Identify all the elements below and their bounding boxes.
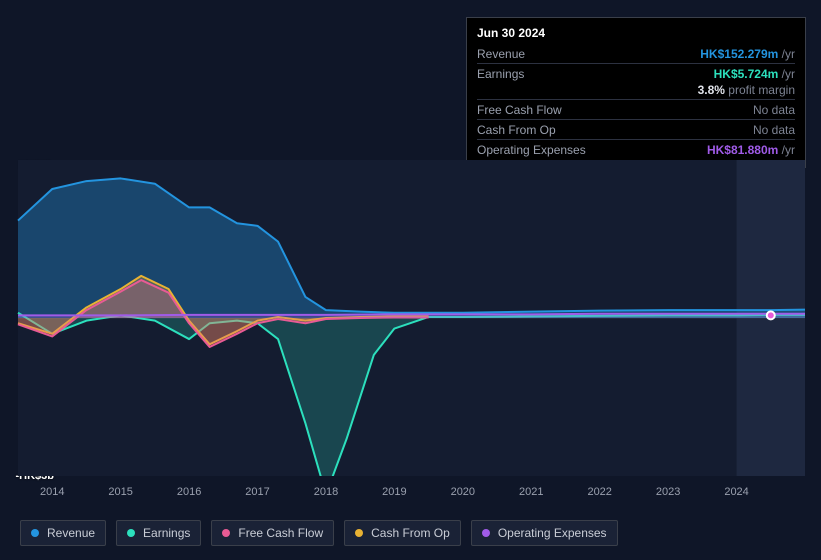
legend-label: Earnings [143,526,190,540]
legend-item-earnings[interactable]: Earnings [116,520,201,546]
legend-dot-icon [31,529,39,537]
tooltip-row-label: Revenue [477,47,525,61]
legend-dot-icon [355,529,363,537]
legend-dot-icon [222,529,230,537]
x-axis-tick-label: 2021 [519,486,543,498]
x-axis-labels: 2014 2015 2016 2017 2018 2019 2020 2021 2022 2023… [0,486,821,504]
x-axis-tick-label: 2017 [245,486,269,498]
legend-item-free_cash_flow[interactable]: Free Cash Flow [211,520,334,546]
tooltip-row: Free Cash Flow No data [477,99,795,119]
legend-item-operating_expenses[interactable]: Operating Expenses [471,520,618,546]
x-axis-tick-label: 2019 [382,486,406,498]
legend-label: Operating Expenses [498,526,607,540]
x-axis-tick-label: 2023 [656,486,680,498]
legend-dot-icon [127,529,135,537]
tooltip-row-value: No data [753,103,795,117]
tooltip-row-label: Free Cash Flow [477,103,562,117]
tooltip-note-row: 3.8% profit margin [477,83,795,99]
x-axis-tick-label: 2020 [451,486,475,498]
x-axis-tick-label: 2022 [587,486,611,498]
tooltip-date: Jun 30 2024 [477,26,795,40]
x-axis-tick-label: 2014 [40,486,64,498]
x-axis-tick-label: 2018 [314,486,338,498]
tooltip-row-value: No data [753,123,795,137]
legend-item-cash_from_op[interactable]: Cash From Op [344,520,461,546]
financials-area-chart-container: { "tooltip": { "position": { "left": 466… [0,0,821,560]
tooltip-row-value: HK$152.279m /yr [700,47,795,61]
x-axis-tick-label: 2024 [724,486,748,498]
tooltip-row: Cash From Op No data [477,119,795,139]
tooltip-row: Earnings HK$5.724m /yr [477,63,795,83]
tooltip-row-label: Cash From Op [477,123,556,137]
tooltip-row: Operating Expenses HK$81.880m /yr [477,139,795,159]
legend-dot-icon [482,529,490,537]
legend-label: Cash From Op [371,526,450,540]
legend-label: Free Cash Flow [238,526,323,540]
tooltip-row-label: Earnings [477,67,524,81]
tooltip-row-label: Operating Expenses [477,143,586,157]
legend: Revenue Earnings Free Cash Flow Cash From O… [20,520,618,546]
x-axis-tick-label: 2016 [177,486,201,498]
tooltip-row: Revenue HK$152.279m /yr [477,44,795,63]
x-axis-tick-label: 2015 [108,486,132,498]
tooltip-row-value: HK$5.724m /yr [714,67,795,81]
hover-tooltip: Jun 30 2024 Revenue HK$152.279m /yr Earnin… [466,17,806,168]
hover-marker [767,311,775,319]
legend-label: Revenue [47,526,95,540]
tooltip-row-value: HK$81.880m /yr [707,143,795,157]
legend-item-revenue[interactable]: Revenue [20,520,106,546]
chart-svg [0,160,805,476]
